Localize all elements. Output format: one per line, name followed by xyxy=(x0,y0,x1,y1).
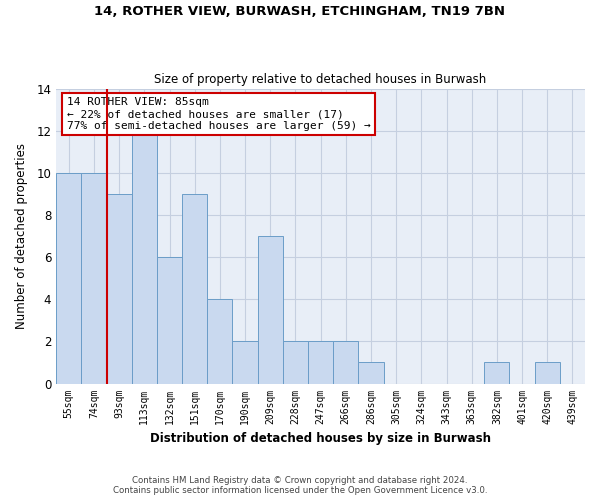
Bar xyxy=(484,362,509,384)
Bar xyxy=(107,194,132,384)
Bar xyxy=(232,342,257,384)
X-axis label: Distribution of detached houses by size in Burwash: Distribution of detached houses by size … xyxy=(150,432,491,445)
Bar xyxy=(82,173,107,384)
Bar xyxy=(157,257,182,384)
Bar xyxy=(358,362,383,384)
Bar xyxy=(257,236,283,384)
Bar xyxy=(283,342,308,384)
Bar xyxy=(132,130,157,384)
Text: 14, ROTHER VIEW, BURWASH, ETCHINGHAM, TN19 7BN: 14, ROTHER VIEW, BURWASH, ETCHINGHAM, TN… xyxy=(95,5,505,18)
Title: Size of property relative to detached houses in Burwash: Size of property relative to detached ho… xyxy=(154,73,487,86)
Bar xyxy=(535,362,560,384)
Bar xyxy=(308,342,333,384)
Bar xyxy=(333,342,358,384)
Y-axis label: Number of detached properties: Number of detached properties xyxy=(15,143,28,329)
Bar xyxy=(182,194,207,384)
Text: 14 ROTHER VIEW: 85sqm
← 22% of detached houses are smaller (17)
77% of semi-deta: 14 ROTHER VIEW: 85sqm ← 22% of detached … xyxy=(67,98,371,130)
Bar xyxy=(56,173,82,384)
Text: Contains HM Land Registry data © Crown copyright and database right 2024.
Contai: Contains HM Land Registry data © Crown c… xyxy=(113,476,487,495)
Bar xyxy=(207,300,232,384)
